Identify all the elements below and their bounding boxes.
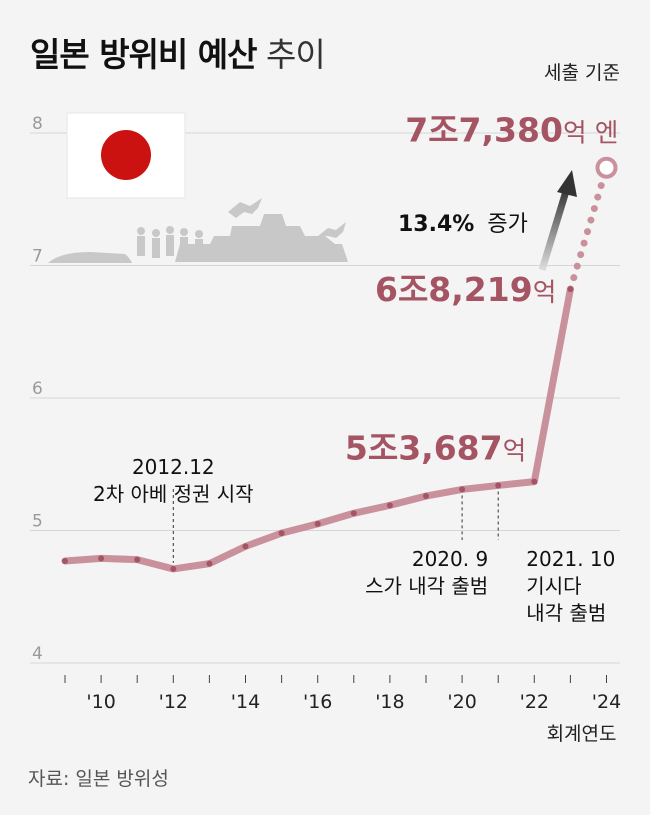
x-axis: '10 '12 '14 '16 '18 '20 '22 '24 회계연도 bbox=[64, 675, 621, 745]
source-note: 자료: 일본 방위성 bbox=[28, 768, 169, 790]
annotation-text: 스가 내각 출범 bbox=[365, 574, 488, 598]
value-label: 5조3,687억 bbox=[345, 429, 526, 468]
data-point bbox=[242, 543, 249, 550]
growth-text: 증가 bbox=[487, 212, 527, 237]
annotation-text: 내각 출범 bbox=[526, 601, 606, 625]
annotation-text: 2012.12 bbox=[132, 455, 215, 479]
basis-note: 세출 기준 bbox=[544, 62, 620, 84]
title-sub: 추이 bbox=[266, 35, 326, 74]
value-unit: 억 bbox=[533, 278, 557, 308]
series-projected-line bbox=[566, 164, 610, 293]
y-tick-label: 4 bbox=[32, 644, 43, 664]
x-tick-label: '12 bbox=[159, 691, 188, 713]
data-point bbox=[423, 493, 429, 500]
title-main: 일본 방위비 예산 bbox=[30, 35, 257, 74]
growth-arrow bbox=[538, 170, 577, 272]
value-number: 6조8,219 bbox=[375, 270, 533, 309]
value-number: 7조7,380 bbox=[405, 111, 563, 150]
y-tick-label: 8 bbox=[32, 114, 43, 134]
annotation-text: 2020. 9 bbox=[412, 547, 488, 571]
x-tick-label: '22 bbox=[520, 691, 549, 713]
x-tick-label: '24 bbox=[592, 691, 621, 713]
data-point bbox=[134, 556, 141, 563]
data-point bbox=[170, 565, 177, 572]
value-label: 6조8,219억 bbox=[375, 270, 556, 309]
growth-pct: 13.4% bbox=[398, 212, 474, 237]
japan-flag-icon bbox=[66, 112, 186, 199]
value-unit: 억 bbox=[503, 437, 527, 467]
data-point bbox=[531, 478, 538, 485]
annotation-text: 2차 아베 정권 시작 bbox=[93, 482, 254, 506]
x-tick-label: '20 bbox=[447, 691, 476, 713]
data-point bbox=[495, 482, 502, 489]
data-point bbox=[459, 486, 466, 493]
data-point bbox=[98, 555, 105, 562]
annotation-text: 2021. 10 bbox=[526, 547, 615, 571]
military-silhouette-icon bbox=[48, 198, 348, 263]
data-point bbox=[278, 530, 285, 537]
y-tick-label: 5 bbox=[32, 512, 43, 532]
x-tick-label: '18 bbox=[375, 691, 404, 713]
y-tick-label: 7 bbox=[32, 247, 43, 267]
series-line bbox=[61, 156, 618, 573]
chart-title: 일본 방위비 예산 추이 bbox=[30, 28, 326, 76]
annotations: 2012.12 2차 아베 정권 시작 2020. 9 스가 내각 출범 2021. 1… bbox=[93, 455, 615, 625]
value-number: 5조3,687 bbox=[345, 429, 503, 468]
annotation-text: 기시다 bbox=[526, 574, 581, 598]
data-point bbox=[567, 286, 574, 293]
value-label: 7조7,380억 엔 bbox=[405, 111, 618, 150]
data-point bbox=[314, 520, 321, 527]
x-tick-label: '14 bbox=[231, 691, 260, 713]
y-axis: 4 5 6 7 8 bbox=[32, 114, 43, 664]
data-point bbox=[62, 557, 68, 564]
x-tick-label: '16 bbox=[303, 691, 332, 713]
x-axis-label: 회계연도 bbox=[547, 723, 617, 745]
growth-label: 13.4% 증가 bbox=[398, 212, 528, 237]
data-point bbox=[386, 502, 393, 509]
data-point bbox=[206, 560, 213, 567]
data-point-open bbox=[595, 156, 618, 179]
x-tick-label: '10 bbox=[86, 691, 115, 713]
data-point bbox=[350, 510, 357, 517]
value-unit: 억 엔 bbox=[563, 119, 619, 149]
y-tick-label: 6 bbox=[32, 379, 43, 399]
